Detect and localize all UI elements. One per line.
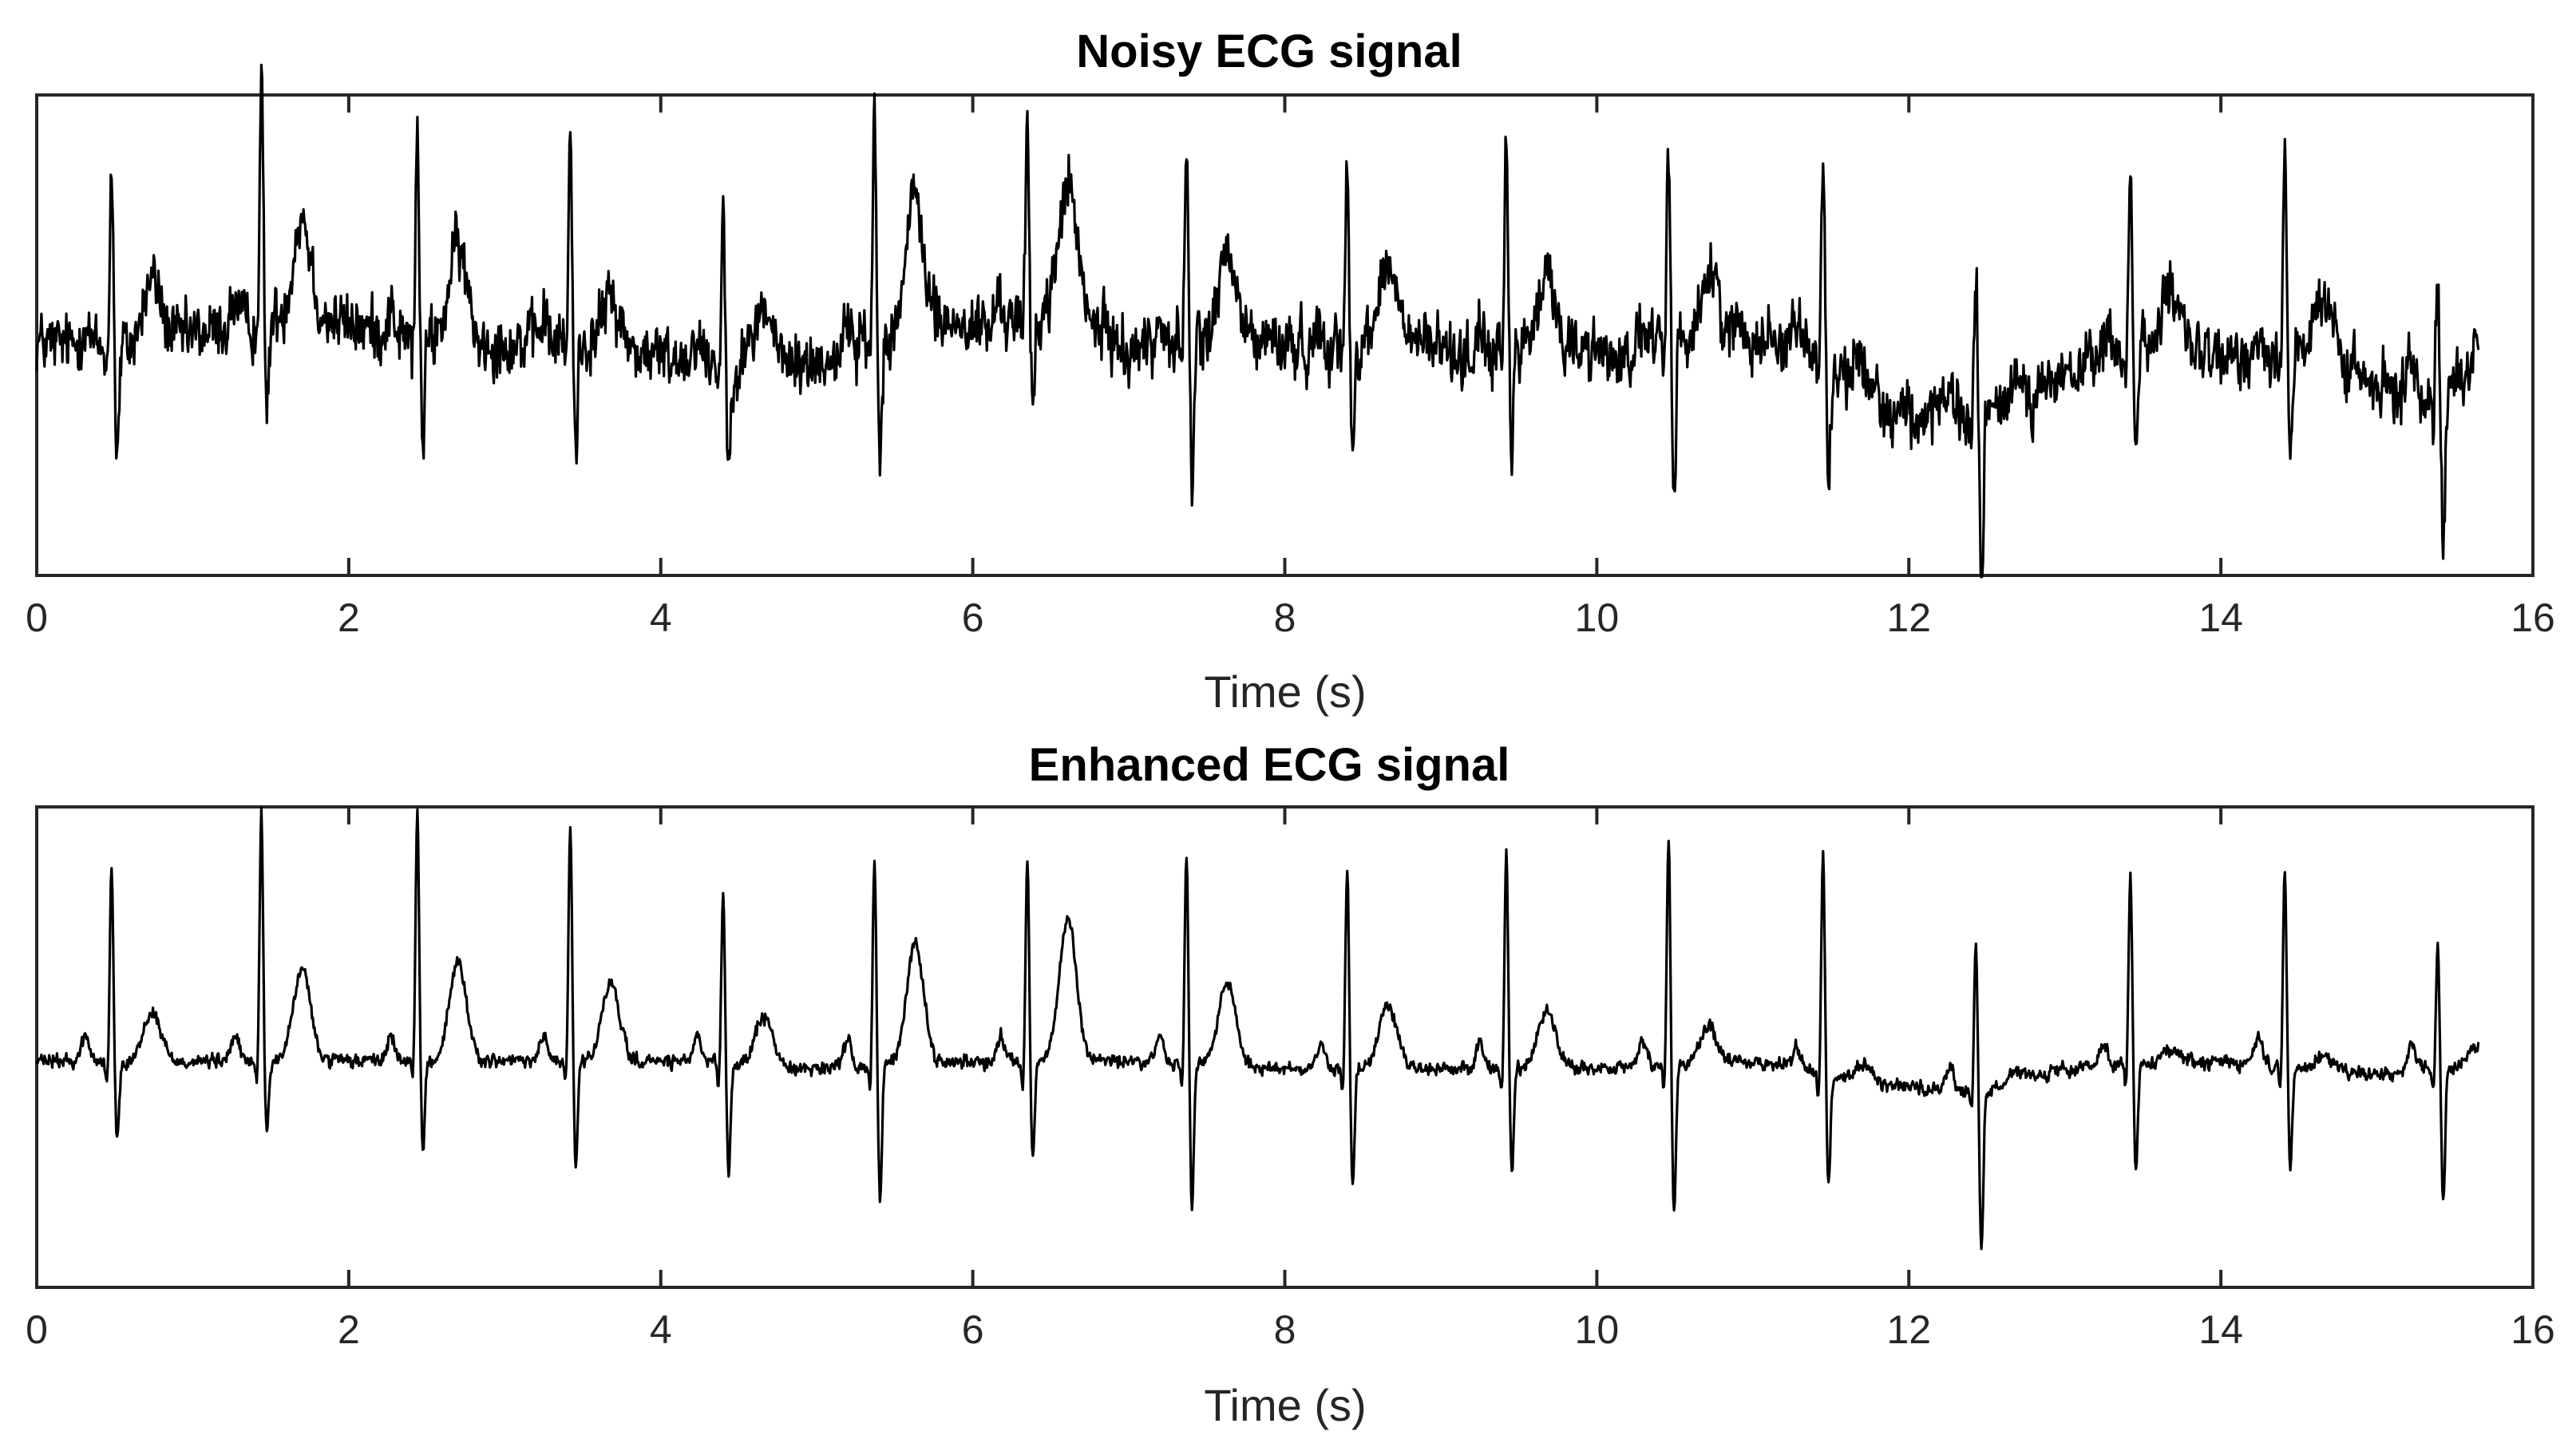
enhanced-ecg-x-tick-label: 4: [650, 1307, 672, 1352]
noisy-ecg-x-tick-label: 6: [962, 595, 984, 640]
noisy-ecg-x-tick-label: 2: [338, 595, 360, 640]
noisy-ecg-axes: Noisy ECG signal 0 2 4 6 8 10 12 14 16 Time (s): [26, 26, 2555, 717]
noisy-ecg-x-tick-label: 14: [2198, 595, 2243, 640]
enhanced-ecg-x-tick-label: 10: [1575, 1307, 1620, 1352]
noisy-ecg-x-tick-labels: 0 2 4 6 8 10 12 14 16: [26, 595, 2555, 640]
enhanced-ecg-x-tick-label: 2: [338, 1307, 360, 1352]
enhanced-ecg-x-tick-labels: 0 2 4 6 8 10 12 14 16: [26, 1307, 2555, 1352]
enhanced-ecg-plot-area: [35, 805, 2534, 1289]
enhanced-ecg-x-tick-label: 16: [2511, 1307, 2555, 1352]
noisy-ecg-x-tick-label: 8: [1274, 595, 1296, 640]
noisy-ecg-x-tick-label: 10: [1575, 595, 1620, 640]
enhanced-ecg-title: Enhanced ECG signal: [1029, 739, 1510, 791]
noisy-ecg-title: Noisy ECG signal: [1076, 26, 1462, 77]
enhanced-ecg-x-tick-label: 8: [1274, 1307, 1296, 1352]
noisy-ecg-series-line: [35, 63, 2480, 579]
noisy-ecg-x-ticks: [35, 95, 2534, 575]
enhanced-ecg-x-tick-label: 6: [962, 1307, 984, 1352]
enhanced-ecg-x-tick-label: 12: [1886, 1307, 1931, 1352]
noisy-ecg-x-axis-label: Time (s): [1204, 666, 1366, 717]
noisy-ecg-x-tick-label: 0: [26, 595, 48, 640]
noisy-ecg-x-tick-label: 16: [2511, 595, 2555, 640]
enhanced-ecg-x-tick-label: 0: [26, 1307, 48, 1352]
noisy-ecg-x-tick-label: 12: [1886, 595, 1931, 640]
enhanced-ecg-x-ticks: [35, 807, 2534, 1287]
enhanced-ecg-x-axis-label: Time (s): [1204, 1380, 1366, 1430]
noisy-ecg-x-tick-label: 4: [650, 595, 672, 640]
enhanced-ecg-axes: Enhanced ECG signal 0 2 4 6 8 10 12 14 16 Time (…: [26, 739, 2555, 1430]
enhanced-ecg-x-tick-label: 14: [2198, 1307, 2243, 1352]
enhanced-ecg-series-line: [35, 806, 2480, 1251]
